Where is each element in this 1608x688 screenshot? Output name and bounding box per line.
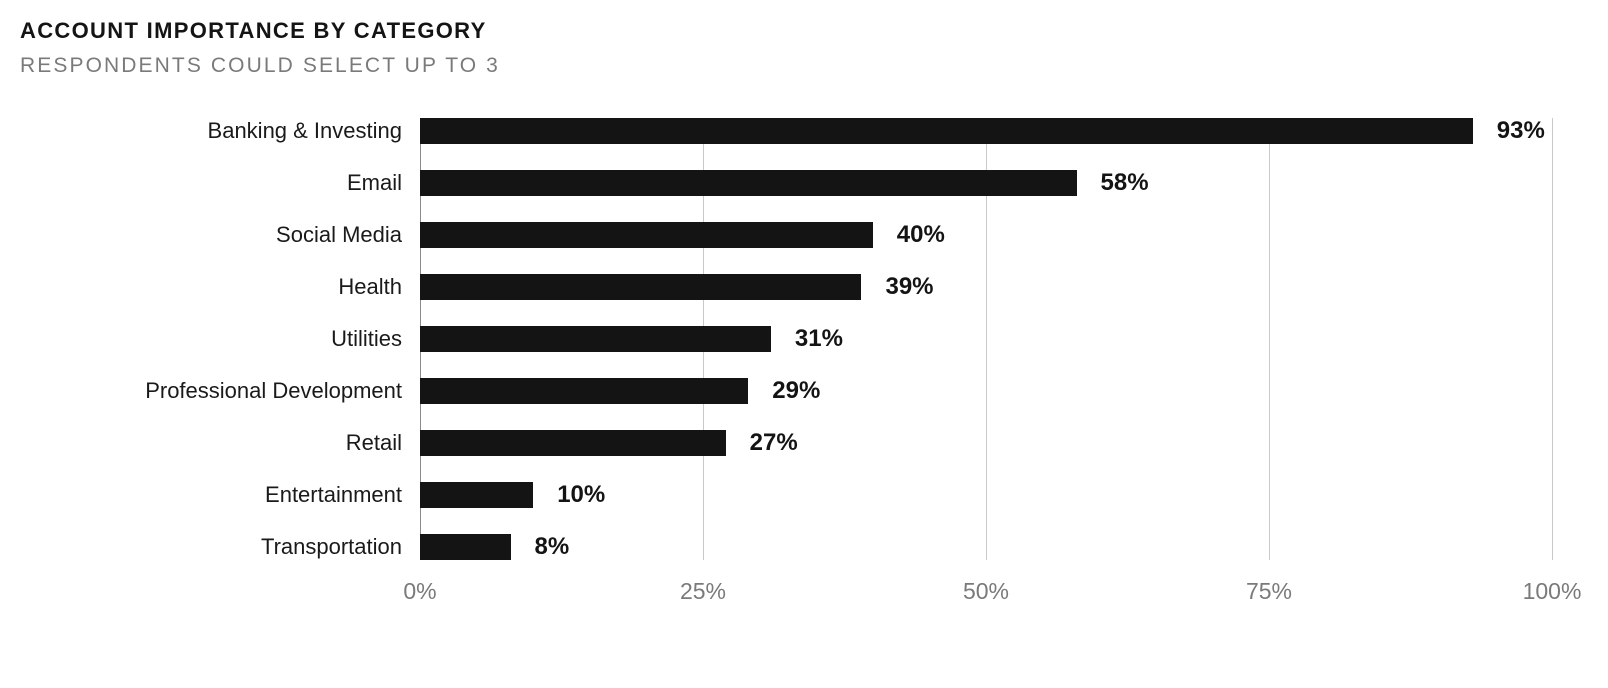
bar (420, 378, 748, 404)
bar-value-label: 8% (535, 533, 570, 561)
category-label: Retail (24, 430, 402, 456)
bar-row: Entertainment10% (420, 482, 1552, 508)
bar (420, 222, 873, 248)
bar (420, 118, 1473, 144)
chart-area: Banking & Investing93%Email58%Social Med… (20, 118, 1588, 611)
bar (420, 274, 861, 300)
chart-title: ACCOUNT IMPORTANCE BY CATEGORY (20, 18, 1588, 44)
bar-row: Professional Development29% (420, 378, 1552, 404)
bar-row: Banking & Investing93% (420, 118, 1552, 144)
category-label: Health (24, 274, 402, 300)
bar-value-label: 40% (897, 221, 945, 249)
plot-area: Banking & Investing93% Email58% Social Med… (420, 118, 1552, 611)
category-label: Utilities (24, 326, 402, 352)
chart-subtitle: RESPONDENTS COULD SELECT UP TO 3 (20, 54, 1588, 78)
category-label: Email (24, 170, 402, 196)
category-label: Entertainment (24, 482, 402, 508)
bar-row: Retail27% (420, 430, 1552, 456)
x-axis-tick-label: 75% (1246, 578, 1292, 605)
bar (420, 534, 511, 560)
gridline (1552, 118, 1553, 560)
bar-value-label: 31% (795, 325, 843, 353)
bar (420, 430, 726, 456)
bar-row: Social Media40% (420, 222, 1552, 248)
x-axis-tick-label: 100% (1523, 578, 1582, 605)
category-label: Social Media (24, 222, 402, 248)
x-axis-tick-label: 0% (403, 578, 436, 605)
bar-value-label: 27% (750, 429, 798, 457)
bar-row: Email58% (420, 170, 1552, 196)
bar-value-label: 29% (772, 377, 820, 405)
bar-row: Transportation8% (420, 534, 1552, 560)
category-label: Banking & Investing (24, 118, 402, 144)
bar-value-label: 93% (1497, 117, 1545, 145)
category-label: Professional Development (24, 378, 402, 404)
bar-row: Utilities31% (420, 326, 1552, 352)
bar-value-label: 58% (1101, 169, 1149, 197)
bar (420, 326, 771, 352)
bar-value-label: 10% (557, 481, 605, 509)
x-axis-tick-label: 25% (680, 578, 726, 605)
bar-value-label: 39% (885, 273, 933, 301)
bar (420, 170, 1077, 196)
bar-row: Health39% (420, 274, 1552, 300)
x-axis-tick-label: 50% (963, 578, 1009, 605)
category-label: Transportation (24, 534, 402, 560)
bar (420, 482, 533, 508)
